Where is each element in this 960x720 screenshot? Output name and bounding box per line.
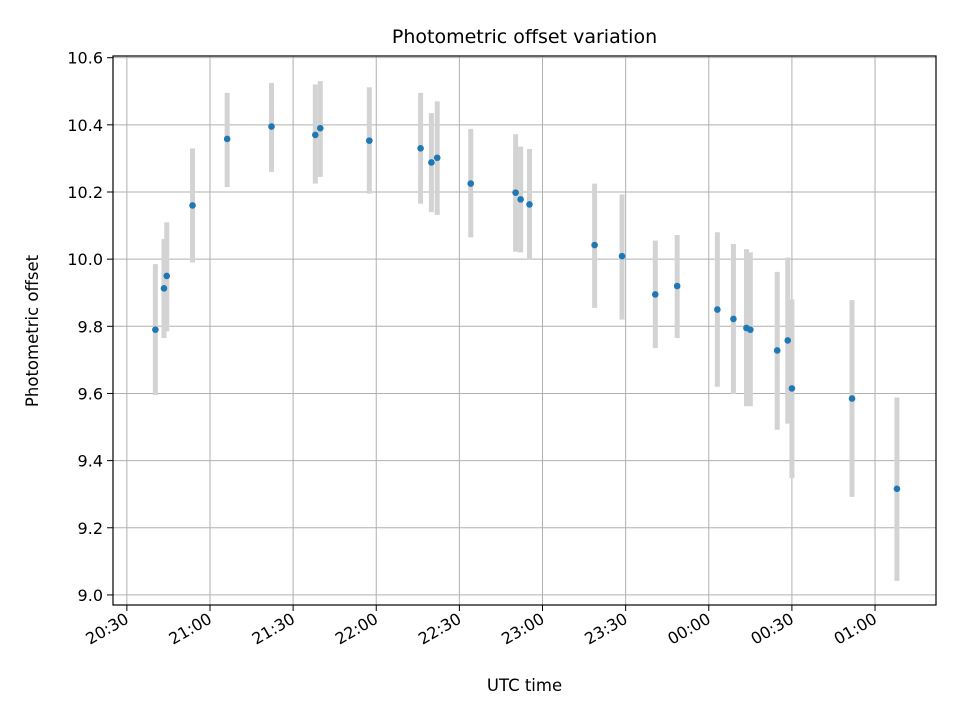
data-point [773,347,781,354]
y-tick-label: 10.6 [67,49,103,68]
data-point [848,395,856,402]
data-point [417,145,424,152]
y-axis: 9.0 9.2 9.4 9.6 9.8 10.0 10.2 10.4 10.6 [67,49,113,605]
data-point [316,124,324,132]
data-point [784,337,792,344]
y-tick-label: 10.4 [67,116,103,135]
data-point [268,123,275,130]
y-tick-label: 10.0 [67,250,103,269]
data-point [747,326,754,333]
data-point [526,201,533,208]
data-point [714,306,721,313]
data-point [311,131,319,139]
data-point [160,285,168,292]
data-point [366,137,373,144]
data-point [651,291,659,298]
data-point [618,252,626,260]
y-tick-label: 9.6 [78,384,103,403]
y-tick-label: 10.2 [67,183,103,202]
y-tick-label: 9.2 [78,519,103,538]
x-axis-label: UTC time [487,676,562,695]
data-point [428,159,435,166]
plot-frame [112,55,937,606]
data-point [788,385,796,392]
y-axis-label: Photometric offset [23,254,42,407]
data-point [893,485,901,493]
data-point [673,282,681,290]
data-point [163,272,171,280]
y-tick-label: 9.0 [78,586,103,605]
data-point [467,180,475,187]
chart-title: Photometric offset variation [392,26,657,48]
data-point [152,326,159,333]
data-point [433,154,441,162]
data-point [591,241,598,249]
data-point [512,189,519,196]
y-tick-label: 9.4 [78,452,103,471]
data-point [223,135,231,143]
data-points [152,123,901,493]
data-point [517,196,524,203]
data-point [189,202,196,209]
grid [113,56,936,605]
data-point [730,315,737,323]
y-tick-label: 9.8 [78,317,103,336]
